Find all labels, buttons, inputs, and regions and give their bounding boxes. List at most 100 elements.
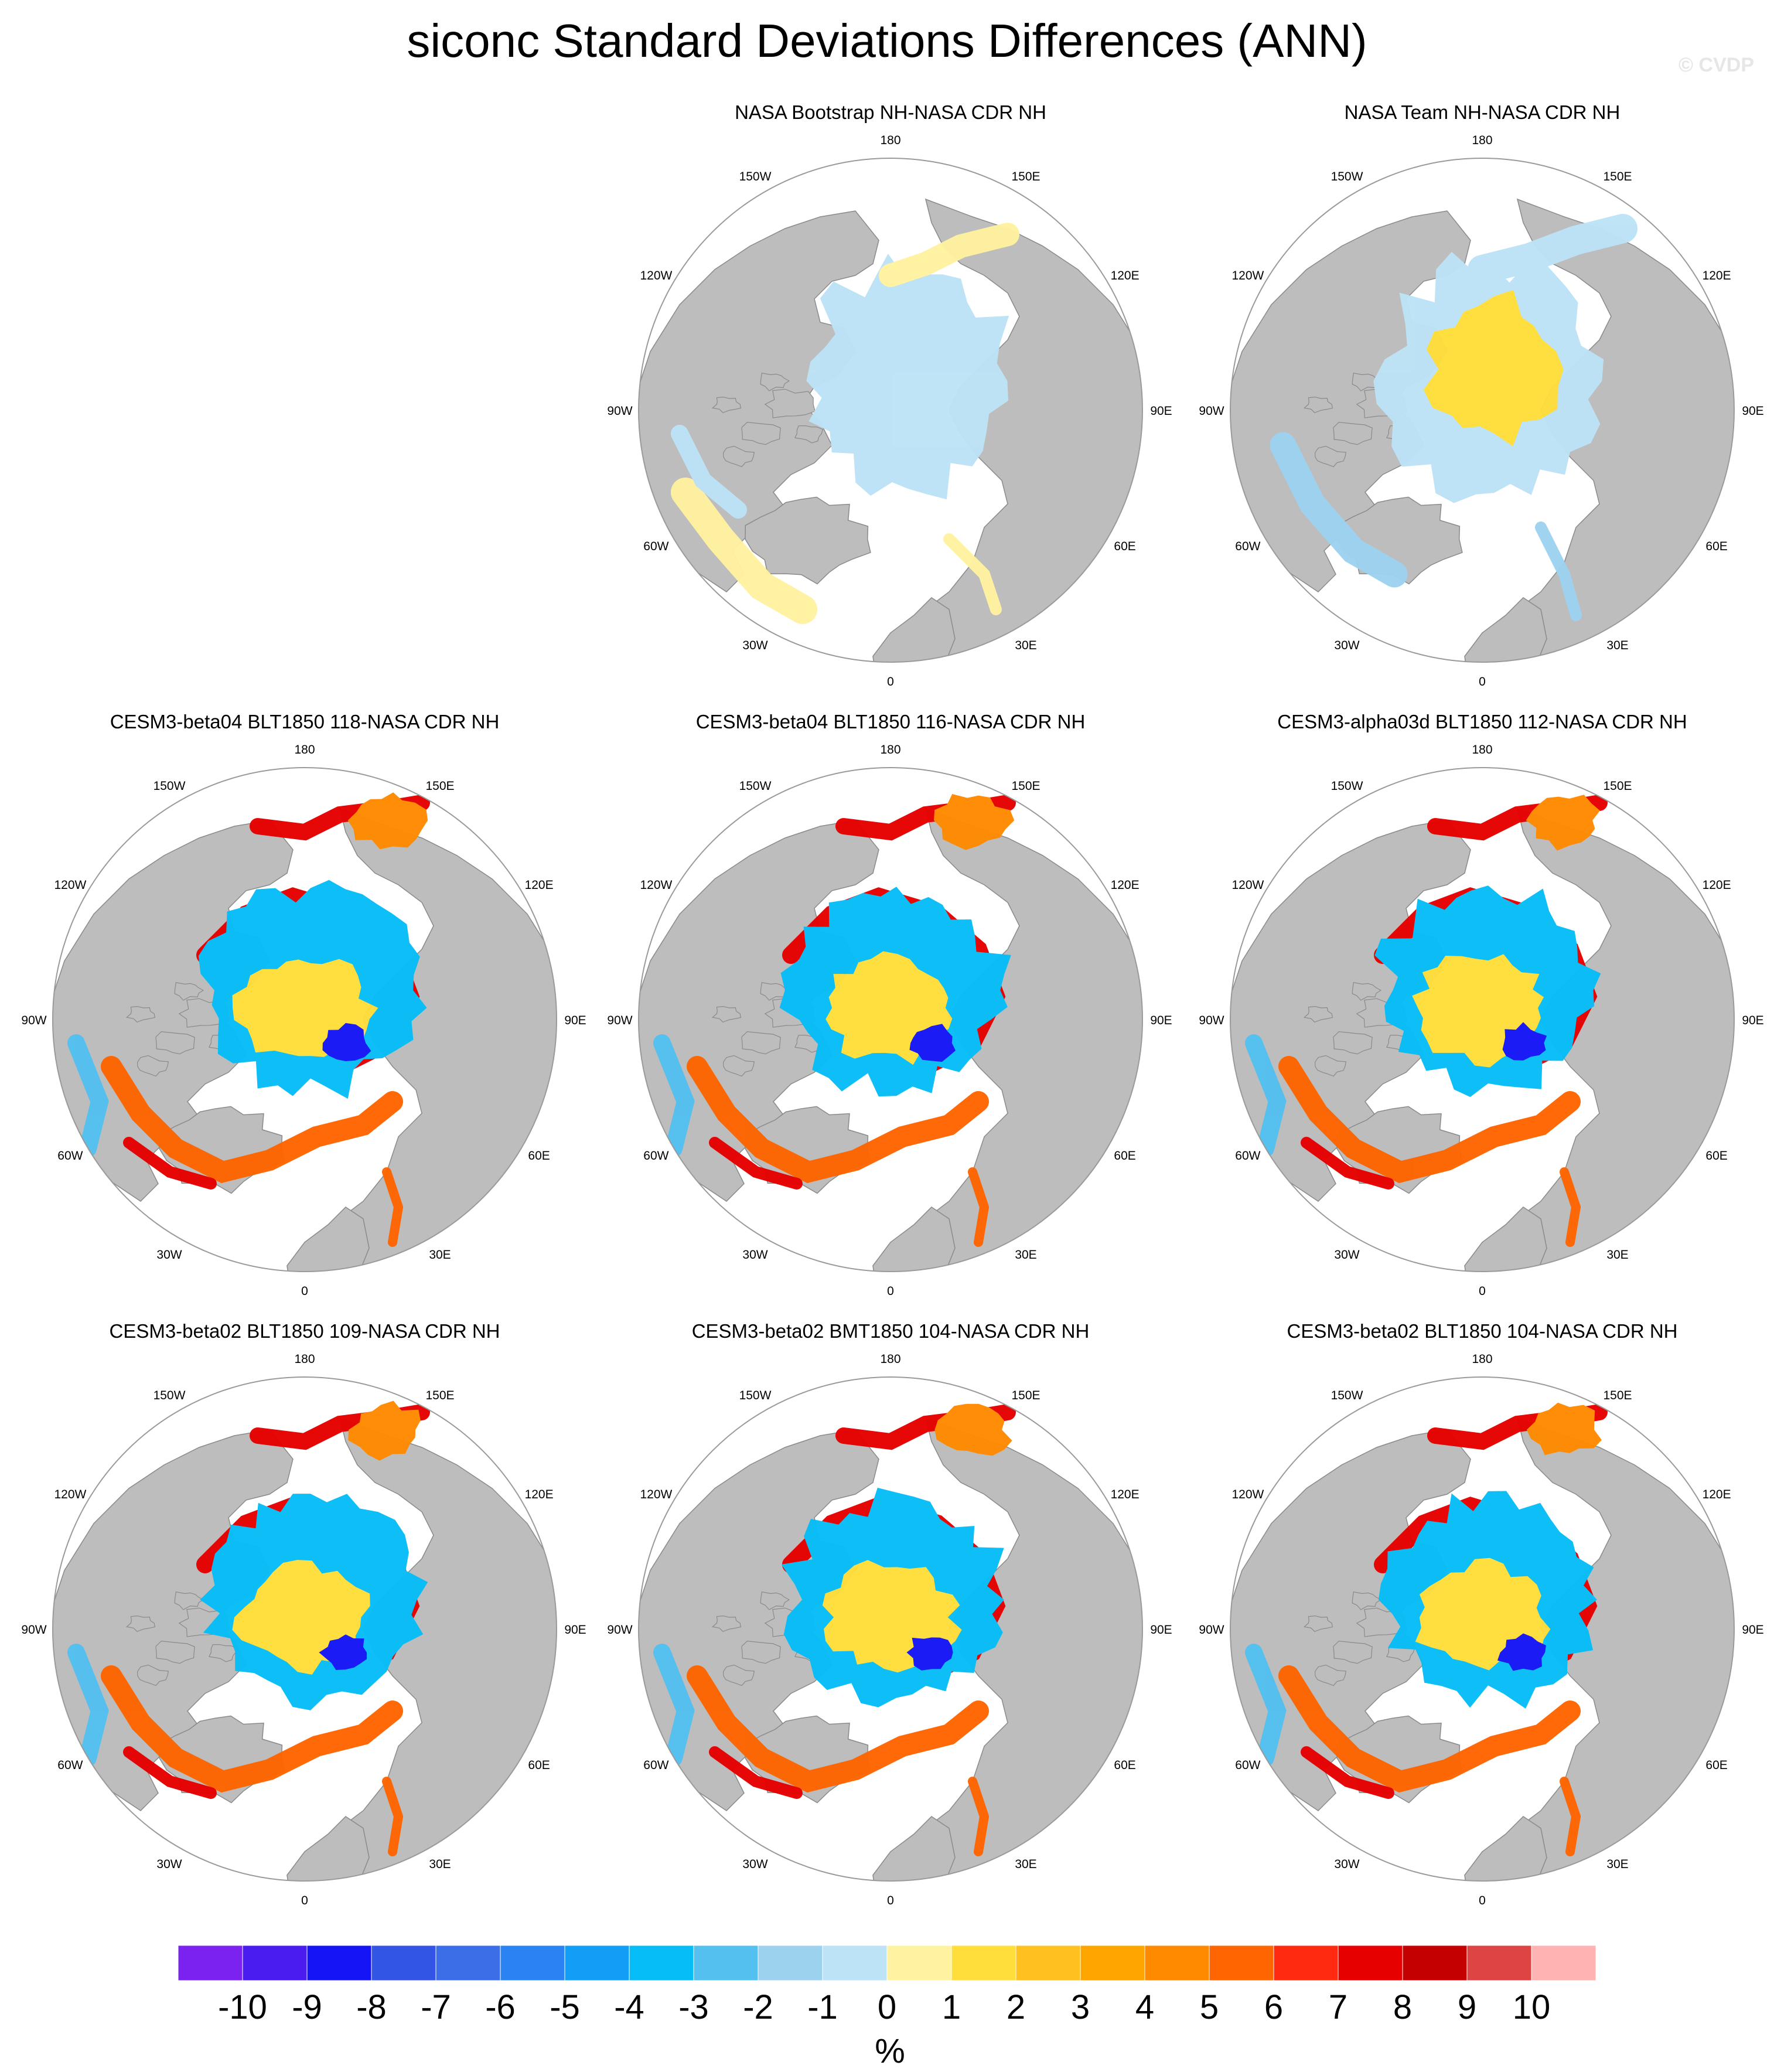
island-land [741,1640,781,1664]
longitude-label: 0 [301,1894,308,1907]
longitude-label: 30E [1606,1858,1628,1871]
ice-baltic [968,1777,990,1856]
colorbar-box [1273,1945,1339,1981]
colorbar-box [371,1945,436,1981]
ice-labrador-positive [123,1746,217,1799]
polar-map: 180 150E 120E 90E 60E 30E 0 30W 60W 90W 120W 150W [607,134,1172,689]
map-border [638,158,1143,663]
longitude-label: 120E [1111,1488,1140,1501]
colorbar-box [242,1945,308,1981]
island-land [125,1006,156,1023]
longitude-label: 150E [1603,170,1632,183]
longitude-label: 120E [1111,878,1140,892]
ice-central-arctic [806,254,1009,500]
colorbar-tick: 0 [878,1988,896,2026]
colorbar-tick: -4 [614,1988,644,2026]
longitude-label: 60W [57,1149,83,1163]
panel-title: NASA Bootstrap NH-NASA CDR NH [735,101,1046,123]
longitude-label: 150W [1331,779,1363,793]
ice-barents [1535,522,1582,621]
longitude-label: 180 [1472,1352,1492,1366]
ice-field [653,1403,1016,1856]
ice-hudson [671,425,747,519]
longitude-label: 150W [739,170,772,183]
colorbar-box [629,1945,694,1981]
colorbar-box [306,1945,372,1981]
ice-field [1270,214,1637,621]
ice-baltic [382,1777,404,1856]
island-land [722,1664,755,1686]
colorbar-tick: 5 [1200,1988,1219,2026]
greenland-land [745,496,871,585]
longitude-label: 60W [1235,540,1260,553]
longitude-label: 150E [1011,779,1040,793]
island-land [1333,1640,1373,1664]
longitude-label: 180 [1472,743,1492,756]
ice-hudson [653,1034,695,1157]
colorbar-tick: 10 [1513,1988,1551,2026]
ice-atlantic-margin [1278,1056,1581,1184]
longitude-label: 90E [564,1623,586,1637]
ice-okhotsk [934,794,1015,850]
longitude-label: 120W [1231,1488,1264,1501]
longitude-label: 150E [1603,779,1632,793]
longitude-label: 0 [887,1284,894,1298]
longitude-label: 60E [1705,540,1727,553]
longitude-label: 30E [1606,1248,1628,1262]
longitude-label: 30W [1334,1858,1359,1871]
map-border [52,767,557,1272]
ice-field [67,792,430,1247]
polar-map: 180 150E 120E 90E 60E 30E 0 30W 60W 90W 120W 150W [1199,134,1763,689]
longitude-label: 30W [742,1248,767,1262]
ice-atlantic-margin [101,1056,403,1184]
ice-hudson [67,1034,109,1157]
longitude-label: 30W [156,1858,182,1871]
longitude-label: 150E [1011,1389,1040,1402]
longitude-label: 30E [1015,1858,1036,1871]
colorbar-box [1015,1945,1081,1981]
map-panel: CESM3-alpha03d BLT1850 112-NASA CDR NH 18… [1189,709,1774,1318]
panel-title: CESM3-beta02 BMT1850 104-NASA CDR NH [691,1320,1090,1342]
island-land [1352,982,1382,1001]
colorbar-box [564,1945,630,1981]
ice-barents [943,533,1002,615]
island-land [1333,421,1373,445]
longitude-label: 90W [607,1623,632,1637]
island-land [760,1591,790,1610]
longitude-label: 150W [153,779,186,793]
island-land [1303,1615,1333,1632]
island-land [794,425,824,444]
colorbar-tick: -9 [292,1988,322,2026]
island-land [711,396,742,413]
longitude-label: 60W [1235,1759,1260,1772]
longitude-label: 30E [1015,639,1036,652]
colorbar-box [693,1945,759,1981]
ice-atlantic-margin [101,1665,403,1793]
map-border [1230,1376,1735,1882]
panel-title: NASA Team NH-NASA CDR NH [1344,101,1621,123]
longitude-label: 120W [640,1488,672,1501]
europe-land [1464,1816,1547,1881]
colorbar: -10 -9 -8 -7 -6 -5 -4 -3 -2 -1 0 1 2 3 4 5 6 7 8 9 10 % [178,1945,1596,2068]
longitude-label: 60E [528,1759,550,1772]
longitude-label: 90E [1150,1014,1172,1027]
colorbar-box [178,1945,243,1981]
longitude-label: 180 [294,743,315,756]
longitude-label: 150W [1331,170,1363,183]
longitude-label: 180 [880,1352,900,1366]
longitude-label: 60W [1235,1149,1260,1163]
ice-siberian-shelf [879,223,1019,287]
island-land [1314,1055,1347,1077]
ice-hudson [1245,1644,1287,1767]
ice-baltic [1560,1777,1581,1856]
island-land [711,1615,742,1632]
colorbar-box [1466,1945,1532,1981]
longitude-label: 90E [1742,1623,1763,1637]
map-border [52,1376,557,1882]
longitude-label: 60W [57,1759,83,1772]
panel-title: CESM3-beta04 BLT1850 118-NASA CDR NH [110,711,500,732]
map-panel: CESM3-beta04 BLT1850 118-NASA CDR NH 180 1… [12,709,598,1318]
longitude-label: 120E [1703,1488,1731,1501]
longitude-label: 150W [1331,1389,1363,1402]
longitude-label: 0 [1479,675,1486,689]
